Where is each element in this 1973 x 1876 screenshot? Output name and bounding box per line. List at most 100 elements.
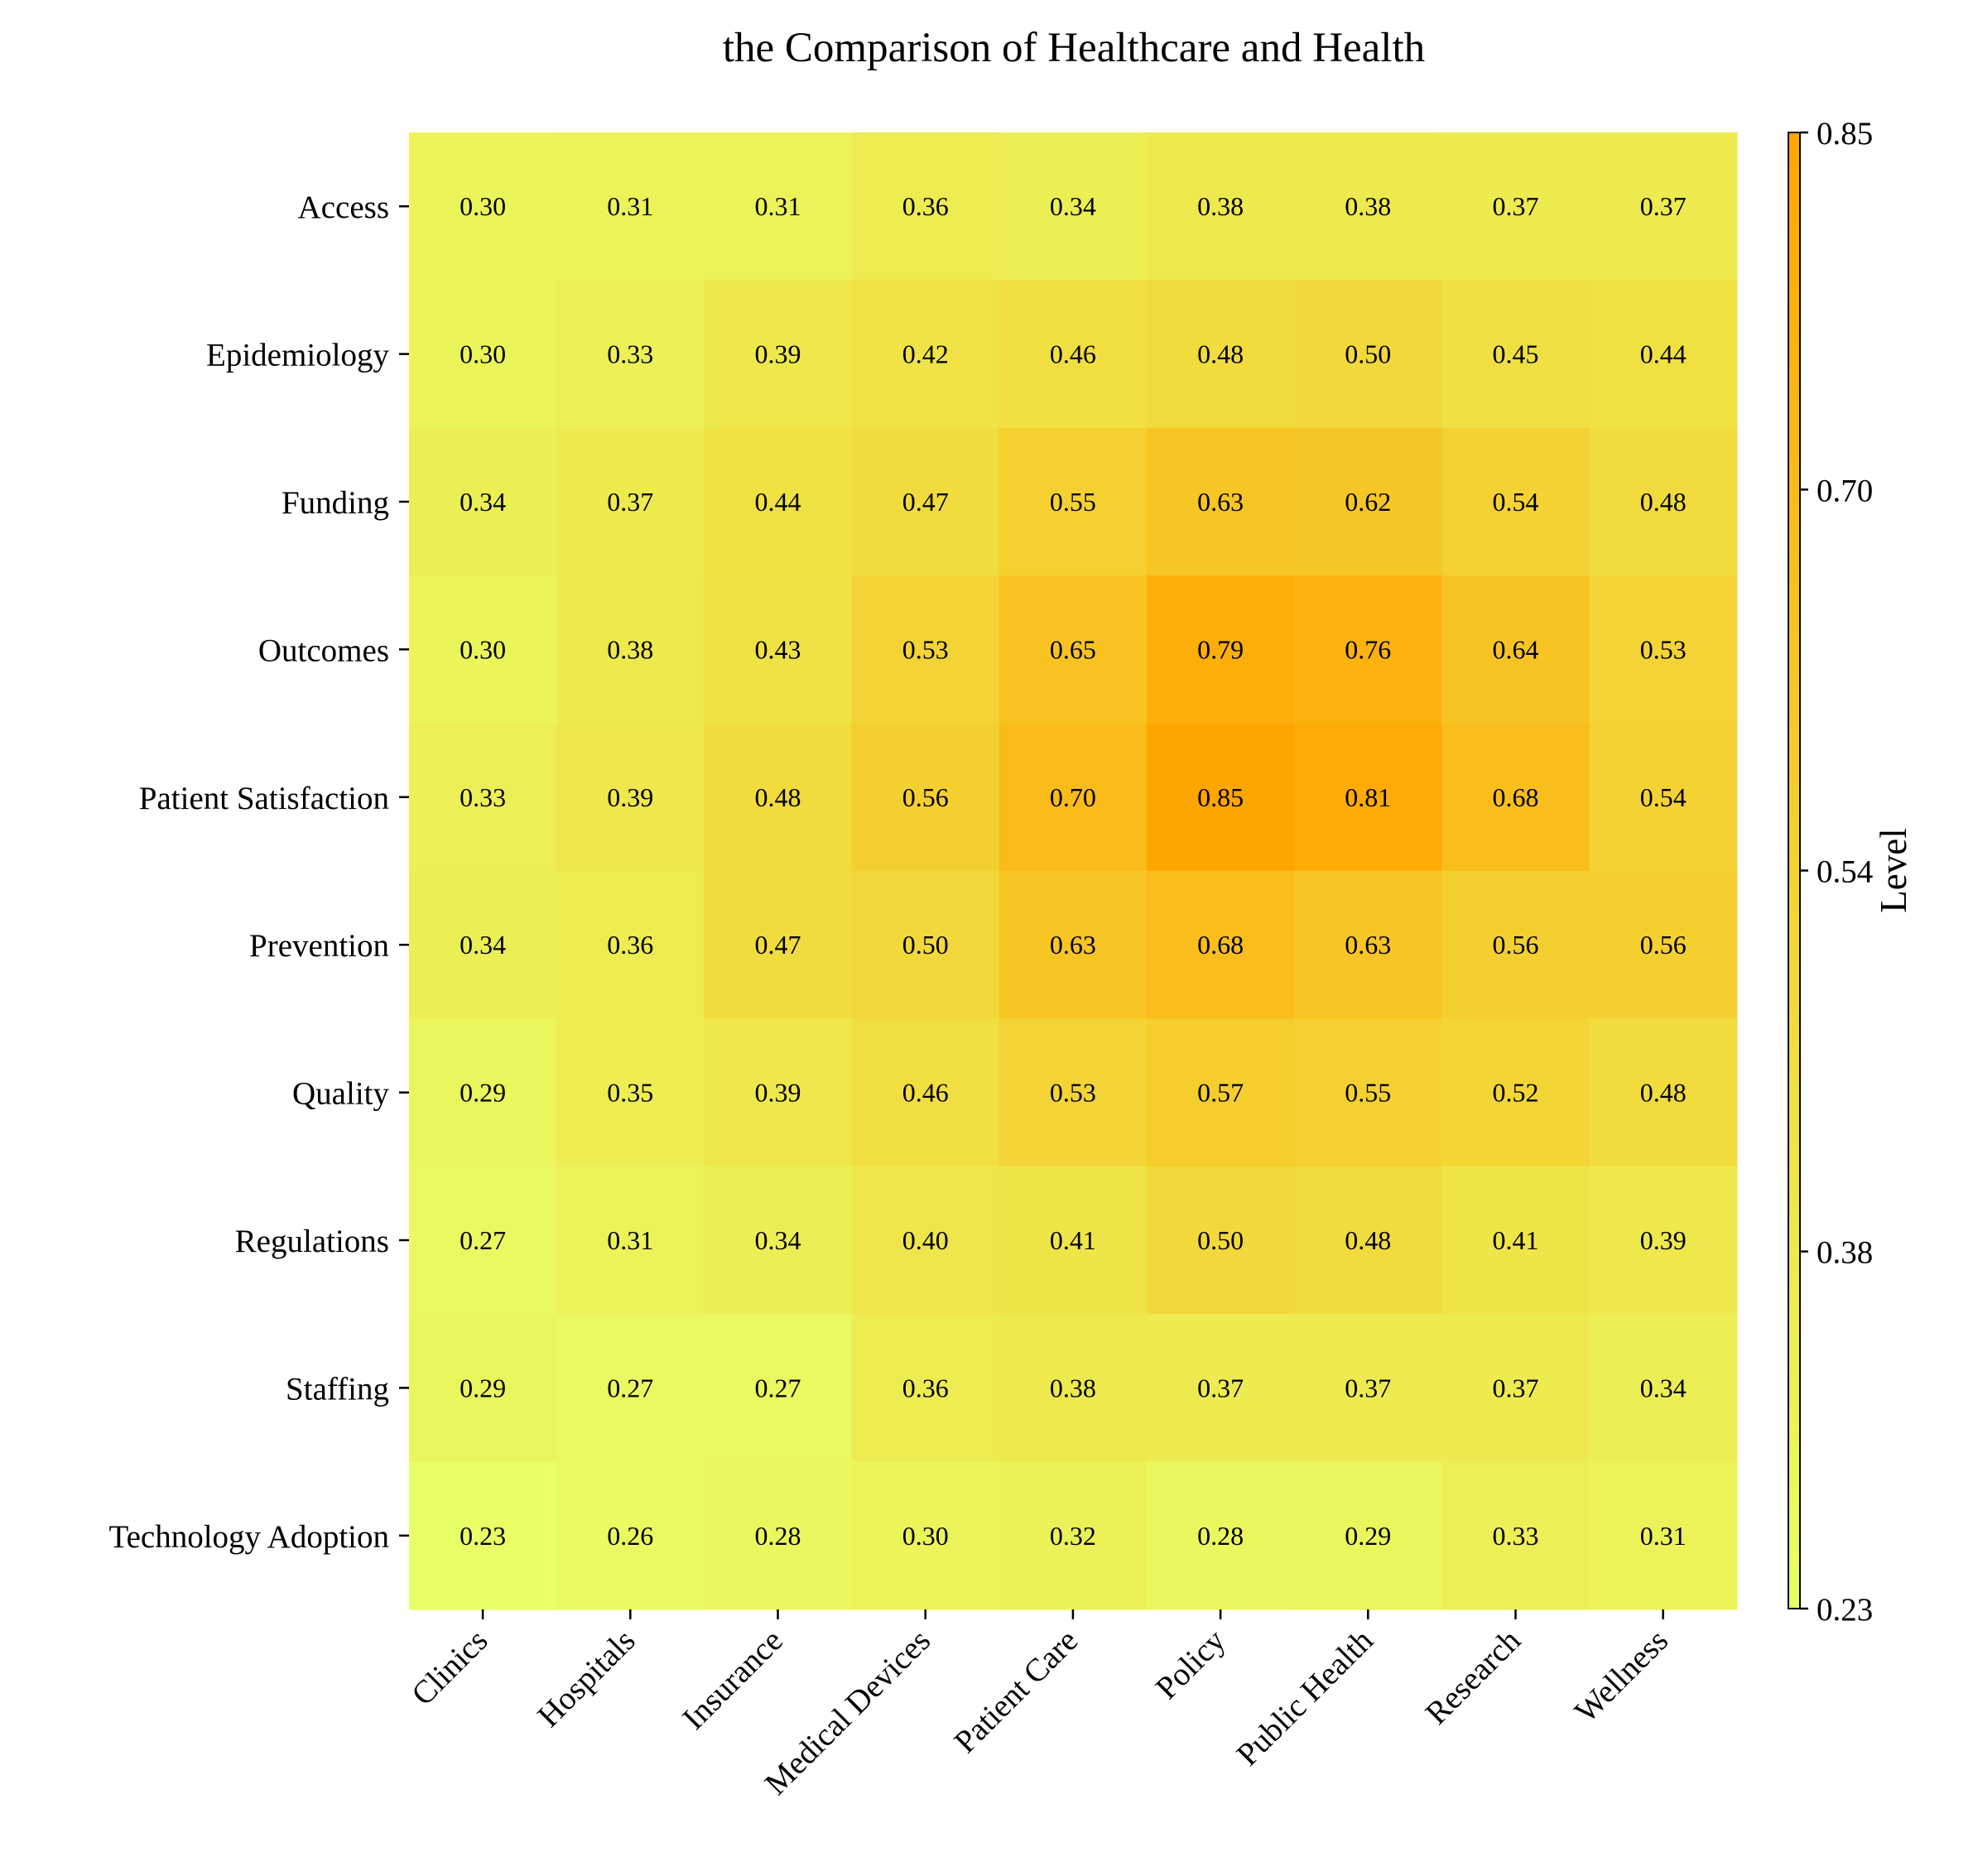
cell-value-label: 0.37: [1493, 1373, 1539, 1402]
x-tick-label: Wellness: [1568, 1623, 1675, 1729]
heatmap-cell: [409, 1018, 557, 1167]
cell-value-label: 0.29: [1345, 1521, 1391, 1551]
heatmap-cell: [851, 871, 1000, 1019]
heatmap-cell: [704, 427, 853, 576]
heatmap-cell: [1147, 723, 1295, 872]
heatmap-cell: [999, 280, 1148, 429]
x-tick-label: Clinics: [405, 1623, 495, 1713]
cell-value-label: 0.48: [1640, 1078, 1687, 1108]
cell-value-label: 0.31: [607, 191, 653, 221]
cell-value-label: 0.50: [1197, 1225, 1244, 1255]
heatmap-cell: [1294, 1166, 1442, 1315]
cell-value-label: 0.38: [1050, 1373, 1096, 1402]
cell-value-label: 0.37: [1493, 191, 1539, 221]
heatmap-cells: [409, 132, 1738, 1610]
cell-value-label: 0.31: [1640, 1521, 1687, 1551]
cell-value-label: 0.44: [755, 487, 801, 517]
cell-value-label: 0.76: [1345, 634, 1391, 664]
cell-value-label: 0.30: [460, 191, 506, 221]
cell-value-label: 0.26: [607, 1521, 653, 1551]
heatmap-cell: [1441, 1018, 1590, 1167]
heatmap-cell: [999, 427, 1148, 576]
cell-value-label: 0.55: [1345, 1078, 1391, 1108]
heatmap-cell: [999, 1166, 1148, 1315]
heatmap-cell: [851, 280, 1000, 429]
heatmap-cell: [556, 1166, 705, 1315]
x-tick-label: Hospitals: [531, 1623, 642, 1734]
heatmap-cell: [1147, 1314, 1295, 1463]
y-tick-label: Technology Adoption: [109, 1519, 390, 1555]
heatmap-cell: [999, 871, 1148, 1019]
cell-value-label: 0.38: [1345, 191, 1391, 221]
heatmap-cell: [1589, 1314, 1738, 1463]
heatmap-cell: [999, 1461, 1148, 1610]
heatmap-cell: [556, 575, 705, 724]
cell-value-label: 0.40: [902, 1225, 949, 1255]
cell-value-label: 0.34: [1640, 1373, 1687, 1402]
cell-value-label: 0.56: [902, 782, 949, 812]
cell-value-label: 0.27: [607, 1373, 653, 1402]
cell-value-label: 0.37: [1345, 1373, 1391, 1402]
heatmap-cell: [851, 1461, 1000, 1610]
x-tick-label: Research: [1418, 1623, 1527, 1731]
heatmap-cell: [1441, 723, 1590, 872]
cell-value-label: 0.36: [902, 1373, 949, 1402]
cell-value-label: 0.31: [607, 1225, 653, 1255]
cell-value-label: 0.47: [755, 930, 801, 960]
chart-title: the Comparison of Healthcare and Health: [723, 25, 1425, 71]
cell-value-label: 0.28: [1197, 1521, 1244, 1551]
cell-value-label: 0.54: [1493, 487, 1539, 517]
heatmap-cell: [851, 723, 1000, 872]
cell-value-label: 0.52: [1493, 1078, 1539, 1108]
heatmap-cell: [1294, 1018, 1442, 1167]
cell-value-labels: 0.30 0.31 0.31 0.36 0.34 0.38 0.38 0.37 0.37 0.30…: [460, 191, 1687, 1551]
heatmap-cell: [1589, 280, 1738, 429]
heatmap-cell: [1294, 1461, 1442, 1610]
x-tick-label: Public Health: [1230, 1623, 1379, 1773]
cell-value-label: 0.64: [1493, 634, 1539, 664]
heatmap-cell: [1147, 1018, 1295, 1167]
cell-value-label: 0.29: [460, 1078, 506, 1108]
heatmap-cell: [704, 723, 853, 872]
heatmap-cell: [556, 1018, 705, 1167]
cell-value-label: 0.44: [1640, 339, 1687, 369]
cell-value-label: 0.39: [607, 782, 653, 812]
x-tick-label: Policy: [1149, 1623, 1233, 1706]
heatmap-cell: [704, 132, 853, 281]
cell-value-label: 0.57: [1197, 1078, 1244, 1108]
heatmap-cell: [409, 427, 557, 576]
heatmap-cell: [1441, 1461, 1590, 1610]
cell-value-label: 0.37: [1640, 191, 1687, 221]
heatmap-cell: [1589, 1018, 1738, 1167]
heatmap-cell: [1147, 575, 1295, 724]
cell-value-label: 0.85: [1197, 782, 1244, 812]
heatmap-cell: [1589, 427, 1738, 576]
heatmap-cell: [1589, 871, 1738, 1019]
heatmap-cell: [1589, 132, 1738, 281]
heatmap-cell: [851, 575, 1000, 724]
heatmap-cell: [1147, 280, 1295, 429]
heatmap-cell: [556, 132, 705, 281]
cell-value-label: 0.48: [1345, 1225, 1391, 1255]
cell-value-label: 0.39: [1640, 1225, 1687, 1255]
colorbar-tick-label: 0.70: [1817, 473, 1873, 508]
heatmap-cell: [556, 1314, 705, 1463]
colorbar-tick-label: 0.54: [1817, 854, 1873, 890]
cell-value-label: 0.30: [460, 634, 506, 664]
heatmap-cell: [1147, 1166, 1295, 1315]
cell-value-label: 0.38: [607, 634, 653, 664]
cell-value-label: 0.28: [755, 1521, 801, 1551]
cell-value-label: 0.34: [460, 930, 506, 960]
heatmap-cell: [1589, 1166, 1738, 1315]
cell-value-label: 0.48: [755, 782, 801, 812]
cell-value-label: 0.48: [1197, 339, 1244, 369]
cell-value-label: 0.43: [755, 634, 801, 664]
colorbar-gradient: [1788, 132, 1801, 1609]
heatmap-cell: [704, 1166, 853, 1315]
heatmap-cell: [851, 427, 1000, 576]
heatmap-cell: [851, 1314, 1000, 1463]
heatmap-cell: [1294, 427, 1442, 576]
y-tick-label: Outcomes: [258, 633, 389, 668]
cell-value-label: 0.30: [902, 1521, 949, 1551]
heatmap-cell: [1294, 280, 1442, 429]
